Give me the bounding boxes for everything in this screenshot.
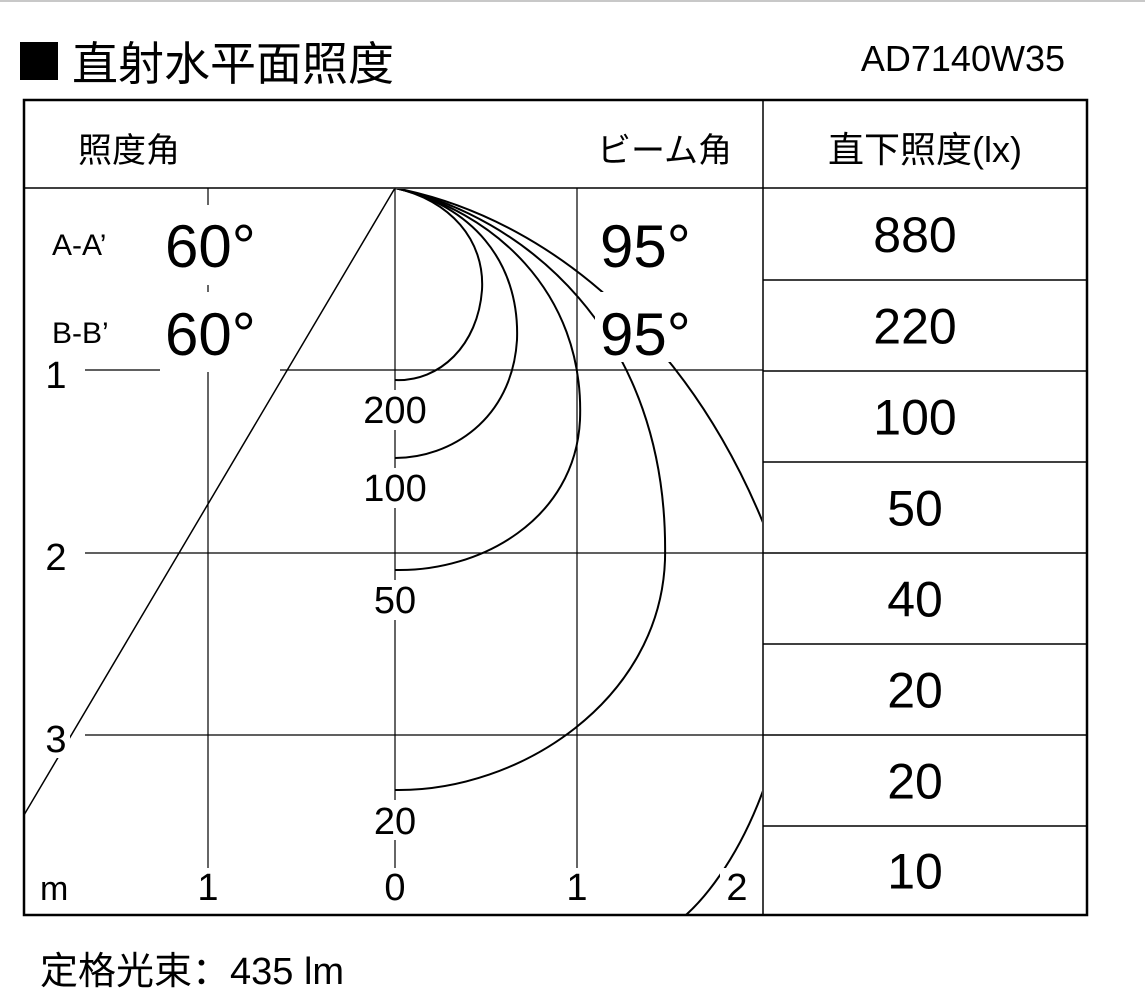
label-background — [365, 580, 425, 620]
label-background — [180, 868, 230, 908]
contour-label: 20 — [374, 801, 416, 843]
outer-frame — [22, 98, 1089, 917]
center-illuminance-value: 20 — [887, 754, 943, 810]
beam-angle-value: 95° — [600, 301, 691, 368]
isolux-curve — [394, 189, 484, 382]
label-background — [40, 312, 140, 362]
x-tick-label: 1 — [566, 867, 587, 909]
label-background — [355, 390, 435, 430]
y-tick-label: 3 — [45, 719, 66, 761]
label-background — [30, 868, 80, 908]
y-tick-label: 1 — [45, 355, 66, 397]
beam-angle-header: ビーム角 — [597, 132, 732, 170]
illuminance-angle-value: 60° — [165, 213, 256, 280]
title-text: 直射水平面照度 — [72, 38, 394, 90]
x-tick-label: 2 — [726, 867, 747, 909]
center-illuminance-value: 20 — [887, 663, 943, 719]
x-tick-label: 1 — [197, 867, 218, 909]
center-illuminance-value: 10 — [887, 844, 943, 900]
rated-luminous-flux: 定格光束：435 lm — [40, 951, 345, 993]
center-illuminance-value: 220 — [873, 299, 956, 355]
label-background — [365, 800, 425, 840]
y-tick-label: 2 — [45, 537, 66, 579]
illuminance-angle-value: 60° — [165, 301, 256, 368]
center-illuminance-header: 直下照度(lx) — [828, 129, 1022, 170]
beam-angle-value: 95° — [600, 213, 691, 280]
angle-plane-label: A-A’ — [52, 229, 106, 262]
top-border — [0, 0, 1145, 2]
label-background — [40, 225, 140, 275]
isolux-curve — [394, 189, 582, 572]
label-background — [595, 205, 705, 275]
center-illuminance-value: 50 — [887, 481, 943, 537]
isolux-curve — [394, 189, 667, 792]
model-number: AD7140W35 — [860, 38, 1065, 79]
center-illuminance-value: 100 — [873, 390, 956, 446]
square-bullet-icon — [20, 42, 58, 80]
axis-unit: m — [40, 870, 68, 908]
label-background — [40, 537, 70, 577]
isolux-curve — [394, 189, 762, 914]
center-illuminance-value: 880 — [873, 207, 956, 263]
label-background — [720, 868, 755, 908]
label-background — [160, 205, 280, 285]
label-background — [40, 718, 70, 758]
illuminance-angle-header: 照度角 — [78, 132, 180, 170]
contour-label: 100 — [363, 468, 426, 510]
isolux-curve — [394, 189, 519, 459]
label-background — [40, 355, 70, 395]
page-title: 直射水平面照度 — [20, 28, 394, 94]
contour-label: 200 — [363, 390, 426, 432]
beam-angle-line — [25, 189, 396, 815]
label-background — [555, 868, 600, 908]
center-illuminance-value: 40 — [887, 572, 943, 628]
x-tick-label: 0 — [384, 867, 405, 909]
contour-label: 50 — [374, 580, 416, 622]
label-background — [595, 292, 705, 362]
label-background — [160, 292, 280, 372]
label-background — [370, 868, 420, 908]
angle-plane-label: B-B’ — [52, 317, 109, 350]
label-background — [355, 468, 435, 508]
